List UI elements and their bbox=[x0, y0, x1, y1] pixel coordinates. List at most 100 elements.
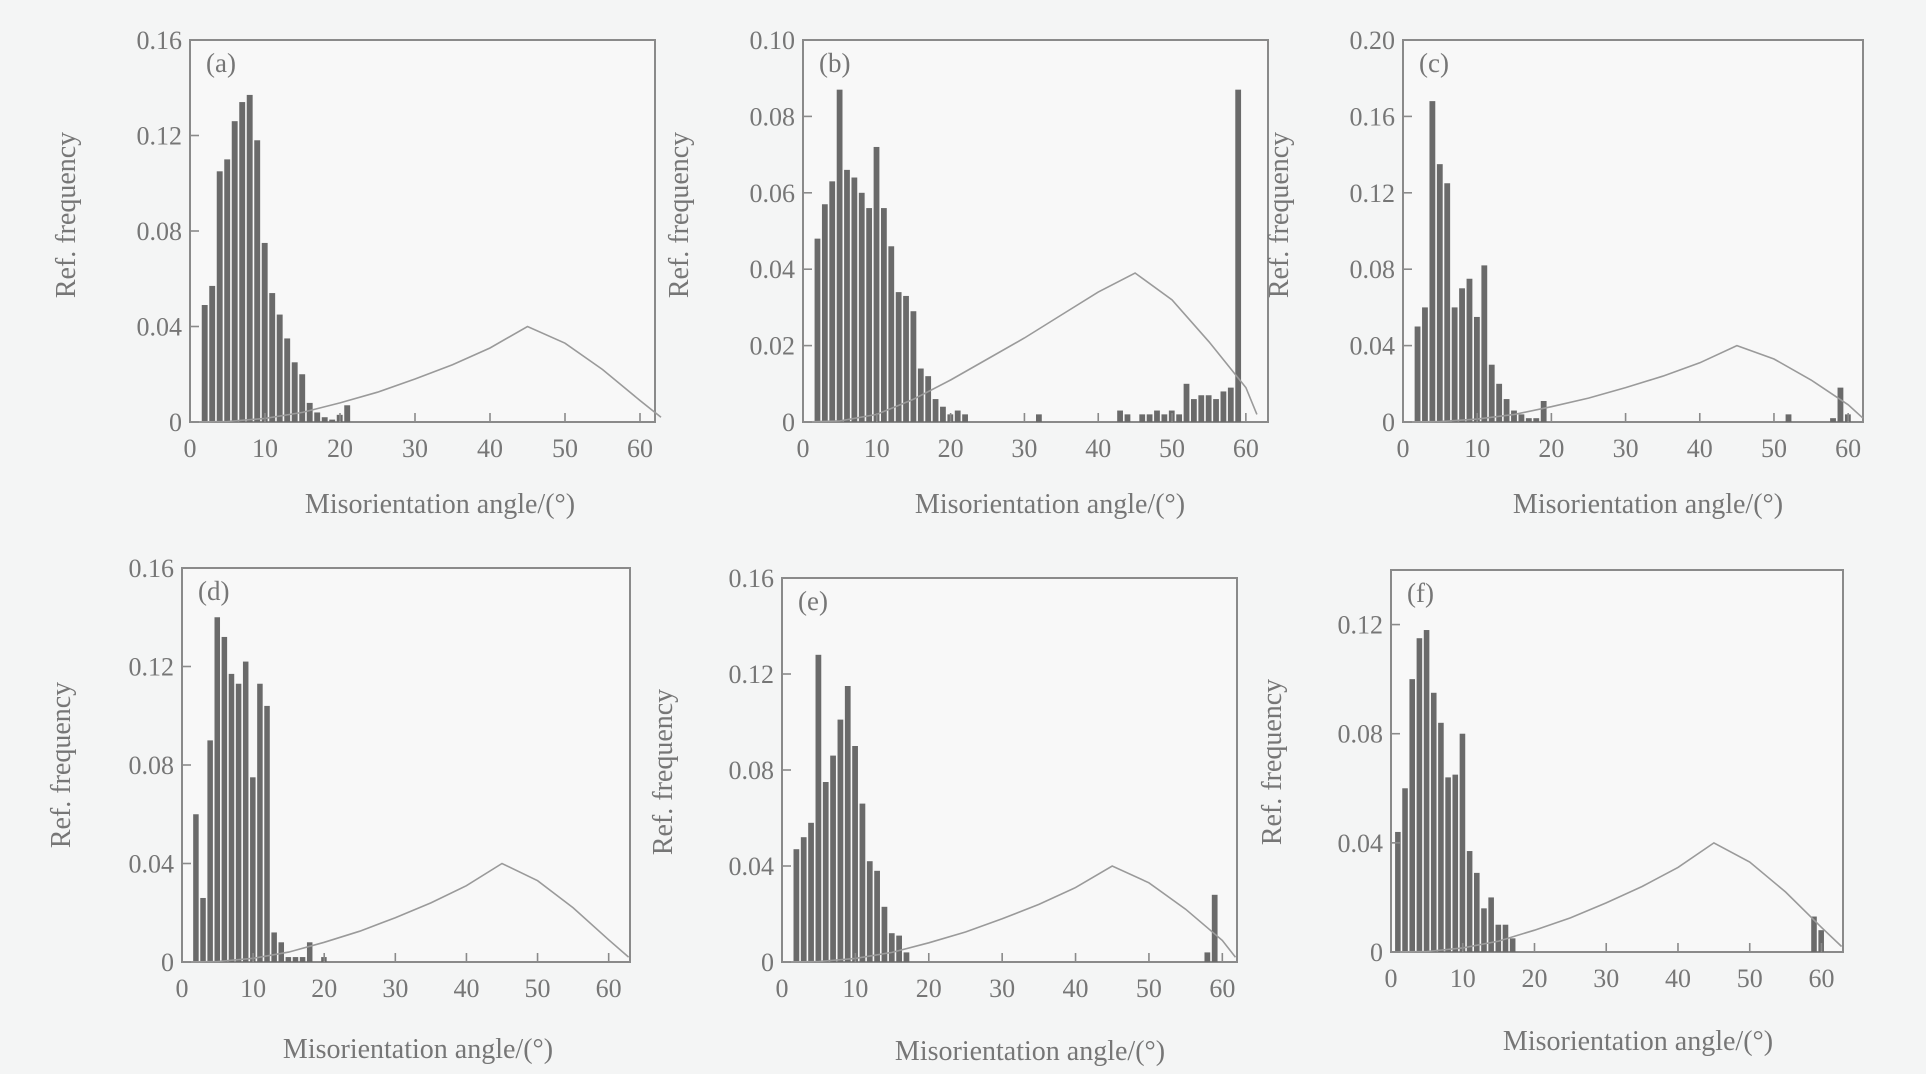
y-tick-label: 0 bbox=[761, 948, 774, 977]
histogram-bar bbox=[306, 942, 313, 962]
x-tick-label: 20 bbox=[327, 434, 353, 463]
histogram-bar bbox=[829, 181, 836, 422]
histogram-bar bbox=[1220, 391, 1227, 422]
histogram-bar bbox=[793, 849, 800, 962]
histogram-bar bbox=[299, 374, 306, 422]
histogram-bar bbox=[1511, 410, 1517, 422]
histogram-bar bbox=[881, 208, 887, 422]
histogram-bar bbox=[1429, 101, 1436, 423]
y-tick-label: 0.12 bbox=[1338, 611, 1384, 640]
histogram-bar bbox=[1438, 722, 1444, 952]
histogram-bar bbox=[895, 292, 902, 422]
histogram-bar bbox=[1211, 894, 1218, 962]
histogram-bar bbox=[1474, 872, 1480, 952]
x-tick-label: 10 bbox=[1464, 434, 1490, 463]
y-tick-label: 0.04 bbox=[137, 313, 183, 342]
x-axis-title: Misorientation angle/(°) bbox=[1503, 1026, 1773, 1057]
histogram-bar bbox=[278, 942, 285, 962]
chart-svg: 0 0.04 0.08 0.12 0.16 0.20 0 10 20 30 40 50 60 Misori… bbox=[1264, 26, 1864, 520]
x-tick-label: 50 bbox=[1136, 974, 1162, 1003]
histogram-bar bbox=[1509, 938, 1516, 952]
histogram-bar bbox=[231, 121, 238, 423]
histogram-bar bbox=[1183, 383, 1190, 422]
histogram-bar bbox=[815, 654, 822, 962]
panel-f: 0 0.04 0.08 0.12 0 10 20 30 40 50 60 Misorientation… bbox=[1203, 540, 1844, 1060]
histogram-bar bbox=[250, 777, 256, 962]
x-tick-label: 30 bbox=[402, 434, 428, 463]
x-tick-label: 40 bbox=[1063, 974, 1089, 1003]
y-axis-title: Ref. frequency bbox=[51, 132, 82, 298]
histogram-bar bbox=[888, 933, 895, 962]
x-tick-label: 50 bbox=[525, 974, 551, 1003]
panel-label: (b) bbox=[819, 48, 850, 78]
x-tick-label: 30 bbox=[382, 974, 408, 1003]
histogram-bar bbox=[1459, 733, 1466, 952]
y-tick-label: 0.16 bbox=[137, 26, 183, 55]
y-tick-label: 0.04 bbox=[750, 255, 796, 284]
chart-svg: 0 0.04 0.08 0.12 0.16 0 10 20 30 40 50 60 Misorienta… bbox=[51, 26, 662, 520]
histogram-bar bbox=[888, 246, 895, 422]
x-tick-label: 60 bbox=[1808, 964, 1834, 993]
x-tick-label: 50 bbox=[1159, 434, 1185, 463]
x-tick-label: 40 bbox=[477, 434, 503, 463]
histogram-bar bbox=[246, 94, 253, 422]
histogram-bar bbox=[954, 410, 961, 422]
histogram-bar bbox=[299, 957, 306, 962]
panel-label: (d) bbox=[198, 576, 229, 606]
histogram-bar bbox=[1444, 183, 1451, 422]
histogram-bar bbox=[239, 102, 246, 422]
x-tick-label: 50 bbox=[1737, 964, 1763, 993]
y-tick-label: 0.12 bbox=[729, 660, 775, 689]
histogram-bar bbox=[228, 673, 235, 962]
histogram-bar bbox=[1036, 414, 1042, 422]
histogram-bar bbox=[292, 957, 299, 962]
histogram-bar bbox=[1495, 924, 1502, 952]
y-tick-label: 0.08 bbox=[729, 756, 775, 785]
x-axis-title: Misorientation angle/(°) bbox=[305, 489, 575, 520]
x-tick-label: 60 bbox=[596, 974, 622, 1003]
histogram-bar bbox=[221, 636, 228, 962]
x-tick-label: 20 bbox=[1521, 964, 1547, 993]
histogram-bar bbox=[242, 661, 249, 962]
histogram-bar bbox=[224, 159, 231, 422]
y-tick-label: 0.12 bbox=[129, 653, 175, 682]
histogram-bar bbox=[1436, 164, 1443, 422]
histogram-bar bbox=[1161, 414, 1168, 422]
y-tick-label: 0.12 bbox=[137, 122, 183, 151]
x-tick-label: 50 bbox=[552, 434, 578, 463]
histogram-bar bbox=[1473, 316, 1480, 422]
panel-c: 0 0.04 0.08 0.12 0.16 0.20 0 10 20 30 40 50 60 Misori… bbox=[1203, 0, 1864, 520]
histogram-bar bbox=[1830, 418, 1836, 422]
histogram-bar bbox=[1466, 278, 1473, 422]
y-tick-label: 0.12 bbox=[1350, 179, 1396, 208]
histogram-bar bbox=[1488, 364, 1495, 422]
y-tick-label: 0.02 bbox=[750, 332, 796, 361]
x-tick-label: 10 bbox=[240, 974, 266, 1003]
histogram-bar bbox=[866, 208, 873, 422]
histogram-bar bbox=[329, 419, 336, 422]
x-tick-label: 20 bbox=[938, 434, 964, 463]
histogram-bar bbox=[271, 932, 277, 962]
y-tick-label: 0 bbox=[1382, 408, 1395, 437]
y-axis-title: Ref. frequency bbox=[1257, 679, 1288, 845]
x-tick-label: 50 bbox=[1761, 434, 1787, 463]
histogram-bar bbox=[1451, 307, 1458, 422]
histogram-bar bbox=[1785, 414, 1792, 422]
x-tick-label: 0 bbox=[1385, 964, 1398, 993]
plot-frame bbox=[802, 39, 1269, 423]
y-tick-label: 0.04 bbox=[1350, 332, 1396, 361]
histogram-bar bbox=[276, 314, 283, 422]
x-axis-title: Misorientation angle/(°) bbox=[915, 489, 1185, 520]
x-axis-title: Misorientation angle/(°) bbox=[895, 1036, 1165, 1067]
histogram-bar bbox=[925, 376, 932, 422]
histogram-bar bbox=[285, 957, 292, 962]
histogram-bar bbox=[1139, 414, 1146, 422]
x-tick-label: 40 bbox=[1665, 964, 1691, 993]
histogram-bar bbox=[1496, 383, 1503, 422]
histogram-bar bbox=[837, 719, 844, 962]
histogram-bar bbox=[1414, 326, 1421, 422]
x-tick-label: 10 bbox=[1450, 964, 1476, 993]
histogram-bar bbox=[1205, 395, 1212, 422]
x-tick-label: 60 bbox=[627, 434, 653, 463]
y-tick-label: 0.04 bbox=[1338, 829, 1384, 858]
